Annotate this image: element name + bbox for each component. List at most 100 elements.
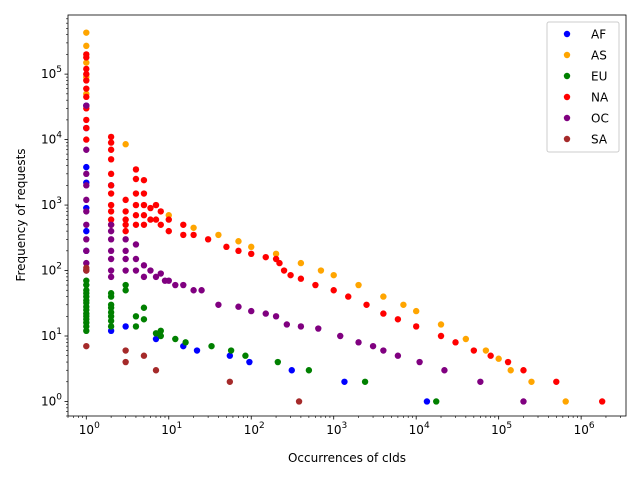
point-oc-34 (190, 287, 197, 294)
point-oc-6 (83, 221, 90, 228)
point-oc-44 (337, 332, 344, 340)
point-oc-5 (83, 208, 90, 215)
point-eu-36 (242, 352, 249, 359)
point-na-46 (180, 221, 187, 228)
point-eu-23 (122, 287, 129, 294)
point-oc-38 (248, 307, 255, 315)
point-eu-39 (361, 378, 369, 385)
point-na-14 (107, 156, 115, 163)
point-af-10 (152, 335, 160, 343)
point-na-49 (204, 236, 212, 243)
point-oc-37 (235, 303, 242, 310)
point-sa-5 (140, 352, 148, 359)
points-layer (83, 29, 606, 405)
point-oc-42 (297, 323, 305, 330)
point-as-8 (215, 231, 222, 239)
point-oc-4 (83, 196, 90, 204)
point-na-37 (140, 221, 148, 228)
point-eu-15 (107, 323, 115, 330)
x-tick-label-6: 106 (574, 421, 595, 437)
point-oc-17 (107, 273, 115, 281)
point-as-0 (83, 29, 90, 36)
legend-marker-eu (563, 72, 571, 80)
point-na-57 (287, 271, 294, 279)
point-af-16 (341, 378, 348, 385)
point-as-11 (272, 250, 280, 258)
point-eu-30 (157, 327, 164, 335)
point-eu-27 (140, 316, 148, 323)
point-na-64 (394, 316, 402, 323)
legend-label-oc: OC (591, 112, 609, 126)
legend-marker-na (563, 93, 571, 101)
point-na-45 (165, 227, 172, 235)
legend-label-as: AS (591, 49, 607, 63)
point-oc-22 (132, 241, 140, 248)
point-af-9 (122, 323, 129, 330)
point-sa-2 (83, 264, 90, 272)
y-tick-label-4: 104 (41, 131, 62, 147)
point-na-19 (107, 208, 115, 215)
point-as-7 (190, 224, 197, 231)
point-af-17 (423, 398, 431, 405)
legend-label-na: NA (591, 91, 609, 105)
legend-frame (546, 21, 620, 153)
point-na-23 (122, 208, 129, 215)
point-eu-24 (122, 281, 129, 289)
point-oc-51 (477, 378, 484, 385)
point-oc-35 (198, 287, 205, 294)
point-oc-41 (283, 321, 291, 328)
point-na-12 (107, 139, 115, 146)
point-af-14 (246, 358, 253, 366)
point-oc-31 (165, 277, 172, 284)
point-na-70 (504, 358, 512, 366)
point-na-67 (452, 339, 459, 346)
point-na-50 (223, 243, 230, 251)
point-as-13 (317, 267, 325, 274)
point-oc-24 (132, 267, 140, 274)
y-tick-label-0: 100 (41, 392, 62, 408)
point-oc-0 (83, 102, 90, 109)
x-tick-label-1: 101 (161, 421, 182, 437)
point-na-58 (297, 275, 305, 282)
point-na-10 (83, 136, 90, 143)
point-oc-1 (83, 146, 90, 153)
point-na-62 (363, 301, 370, 308)
point-eu-29 (152, 330, 160, 337)
point-sa-3 (122, 347, 129, 354)
point-na-24 (122, 216, 129, 223)
point-eu-16 (107, 317, 115, 325)
point-as-20 (462, 335, 470, 343)
point-eu-34 (208, 342, 215, 350)
point-oc-40 (272, 313, 280, 320)
legend-label-eu: EU (591, 70, 607, 84)
point-oc-32 (172, 281, 179, 289)
point-oc-14 (107, 247, 115, 255)
point-sa-6 (152, 367, 160, 374)
point-eu-0 (83, 327, 90, 335)
x-tick-label-2: 102 (244, 421, 265, 437)
point-eu-28 (140, 304, 148, 311)
point-eu-20 (107, 301, 115, 308)
point-na-32 (132, 221, 140, 228)
point-na-51 (235, 247, 242, 255)
point-as-12 (297, 259, 305, 267)
point-eu-12 (83, 287, 90, 294)
point-oc-20 (122, 255, 129, 263)
point-eu-32 (172, 335, 179, 343)
point-na-34 (140, 190, 148, 197)
point-na-3 (83, 70, 90, 78)
point-as-1 (83, 42, 90, 50)
point-oc-33 (180, 281, 187, 289)
point-na-65 (412, 323, 420, 330)
point-af-15 (288, 367, 295, 374)
x-axis-ticks: 100 101 102 103 104 105 106 (67, 416, 621, 437)
point-na-35 (140, 201, 148, 209)
point-na-31 (132, 212, 140, 219)
point-as-18 (412, 307, 420, 315)
point-na-13 (107, 146, 115, 153)
legend: AF AS EU NA OC SA (546, 21, 620, 153)
point-eu-22 (107, 290, 115, 297)
point-oc-18 (122, 236, 129, 243)
point-na-9 (83, 124, 90, 132)
point-na-61 (345, 293, 352, 300)
